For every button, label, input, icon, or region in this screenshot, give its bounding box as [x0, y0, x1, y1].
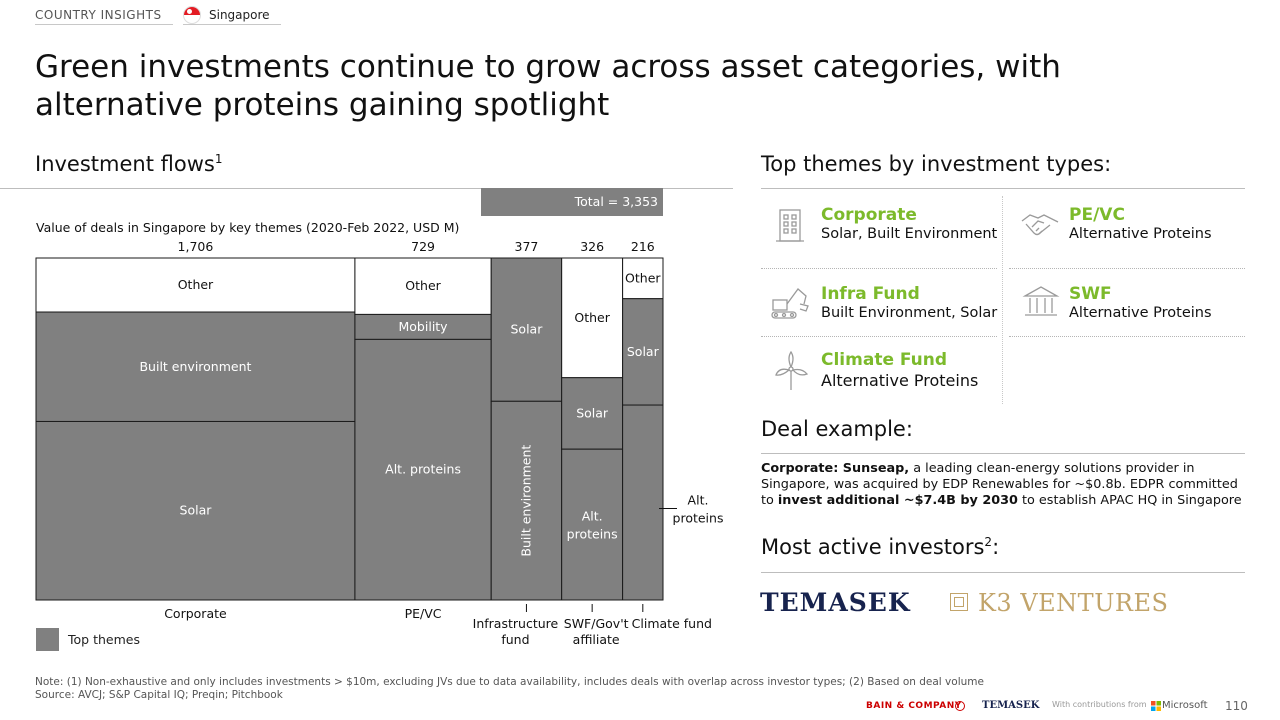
category-label: Climate fund: [632, 616, 712, 631]
theme-name: Infra Fund: [821, 284, 920, 304]
k3-ventures-mark-icon: [950, 593, 968, 611]
theme-name: PE/VC: [1069, 205, 1125, 225]
deal-title: Deal example:: [761, 417, 913, 441]
theme-desc: Alternative Proteins: [1069, 305, 1212, 321]
segment-label: Other: [625, 270, 661, 285]
footnote-marker: 1: [214, 152, 223, 166]
column-total-label: 729: [411, 239, 435, 254]
column-total-label: 1,706: [178, 239, 214, 254]
segment-built-environment: [35, 311, 356, 422]
segment-label: Other: [574, 310, 610, 325]
segment-alt-proteins: [354, 338, 492, 601]
deal-lead: Corporate: Sunseap,: [761, 461, 910, 476]
windmill-icon: [775, 350, 809, 390]
theme-desc: Alternative Proteins: [1069, 226, 1212, 242]
theme-desc: Built Environment, Solar: [821, 305, 998, 321]
singapore-flag-icon: [183, 6, 201, 24]
segment-label: Alt. proteins: [385, 462, 461, 477]
page-title: Green investments continue to grow acros…: [35, 49, 1061, 123]
footnote: Note: (1) Non-exhaustive and only includ…: [35, 676, 984, 702]
category-label: Infrastructure fund: [473, 616, 559, 647]
investment-flows-title: Investment flows1: [35, 152, 222, 176]
country-label: Singapore: [209, 8, 270, 22]
segment-label: Other: [178, 277, 214, 292]
handshake-icon: [1021, 214, 1059, 236]
category-label: Corporate: [164, 606, 227, 621]
segment-solar: [490, 257, 563, 402]
chart-subtitle: Value of deals in Singapore by key theme…: [36, 220, 460, 235]
excavator-icon: [771, 288, 809, 319]
section-rule-investors: [761, 572, 1245, 573]
segment-label: Mobility: [399, 319, 449, 334]
deal-description: Corporate: Sunseap, a leading clean-ener…: [761, 461, 1246, 509]
investment-flows-title-text: Investment flows: [35, 152, 215, 176]
segment-solar: [622, 298, 664, 406]
themes-title: Top themes by investment types:: [761, 152, 1112, 176]
segment-label: Built environment: [139, 359, 251, 374]
investors-title: Most active investors2:: [761, 535, 999, 559]
note-text: Note: (1) Non-exhaustive and only includ…: [35, 676, 984, 688]
segment-solar: [561, 377, 624, 450]
contributions-label: With contributions from: [1052, 700, 1147, 709]
category-label: SWF/Gov't affiliate: [564, 616, 629, 647]
segment-other: [354, 257, 492, 315]
column-total-label: 326: [580, 239, 604, 254]
segment-other: [35, 257, 356, 313]
theme-name: Climate Fund: [821, 350, 948, 370]
theme-name: Corporate: [821, 205, 917, 225]
segment-alt-proteins: [561, 448, 624, 601]
bain-mark-icon: [955, 701, 965, 711]
footer-temasek-logo: TEMASEK: [982, 700, 1040, 711]
themes-divider: [761, 336, 997, 337]
section-rule-deal: [761, 453, 1245, 454]
segment-label: Alt. proteins: [673, 493, 724, 526]
k3-ventures-logo: K3 VENTURES: [978, 589, 1169, 617]
deal-text-2: to establish APAC HQ in Singapore: [1017, 493, 1242, 508]
footnote-marker: 2: [984, 535, 993, 549]
bank-icon: [1022, 286, 1060, 316]
segment-label: Alt. proteins: [567, 509, 618, 542]
segment-other: [622, 257, 664, 300]
theme-desc: Alternative Proteins: [821, 371, 979, 390]
segment-label: Built environment: [518, 445, 533, 557]
building-icon: [776, 209, 804, 242]
deal-bold: invest additional ~$7.4B by 2030: [777, 493, 1018, 508]
bain-logo: BAIN & COMPANY: [866, 701, 962, 711]
total-badge: Total = 3,353: [481, 188, 663, 216]
segment-built-environment: [490, 400, 563, 601]
segment-alt-proteins: [622, 404, 664, 601]
themes-divider: [761, 268, 997, 269]
deal-text-1: a leading clean-energy solutions provide…: [761, 461, 1238, 508]
header-divider: [35, 24, 173, 25]
source-text: Source: AVCJ; S&P Capital IQ; Preqin; Pi…: [35, 689, 283, 701]
segment-label: Solar: [627, 344, 660, 359]
investors-title-text: Most active investors: [761, 535, 985, 559]
themes-divider: [1009, 268, 1245, 269]
theme-desc: Solar, Built Environment: [821, 226, 998, 242]
microsoft-label: Microsoft: [1162, 700, 1208, 711]
category-label: PE/VC: [405, 606, 442, 621]
column-total-label: 216: [631, 239, 655, 254]
themes-divider: [1009, 336, 1245, 337]
theme-name: SWF: [1069, 284, 1112, 304]
section-label: COUNTRY INSIGHTS: [35, 8, 162, 22]
column-total-label: 377: [515, 239, 539, 254]
section-rule-left: [0, 188, 733, 189]
segment-label: Solar: [180, 503, 213, 518]
marimekko-chart: 1,706 Other Built environment Solar Corporat…: [35, 239, 724, 647]
segment-label: Solar: [576, 405, 609, 420]
section-rule-themes: [761, 188, 1245, 189]
themes-divider-vertical: [1002, 196, 1003, 404]
segment-label: Solar: [511, 322, 544, 337]
header-divider-country: [183, 24, 281, 25]
legend-label: Top themes: [68, 632, 140, 647]
temasek-logo: TEMASEK: [760, 588, 911, 617]
microsoft-logo-icon: [1151, 701, 1161, 711]
legend-swatch-top-themes: [36, 628, 59, 651]
investors-title-suffix: :: [992, 535, 1000, 559]
page-number: 110: [1225, 699, 1248, 713]
segment-other: [561, 257, 624, 379]
segment-label: Other: [405, 278, 441, 293]
segment-solar: [35, 420, 356, 601]
